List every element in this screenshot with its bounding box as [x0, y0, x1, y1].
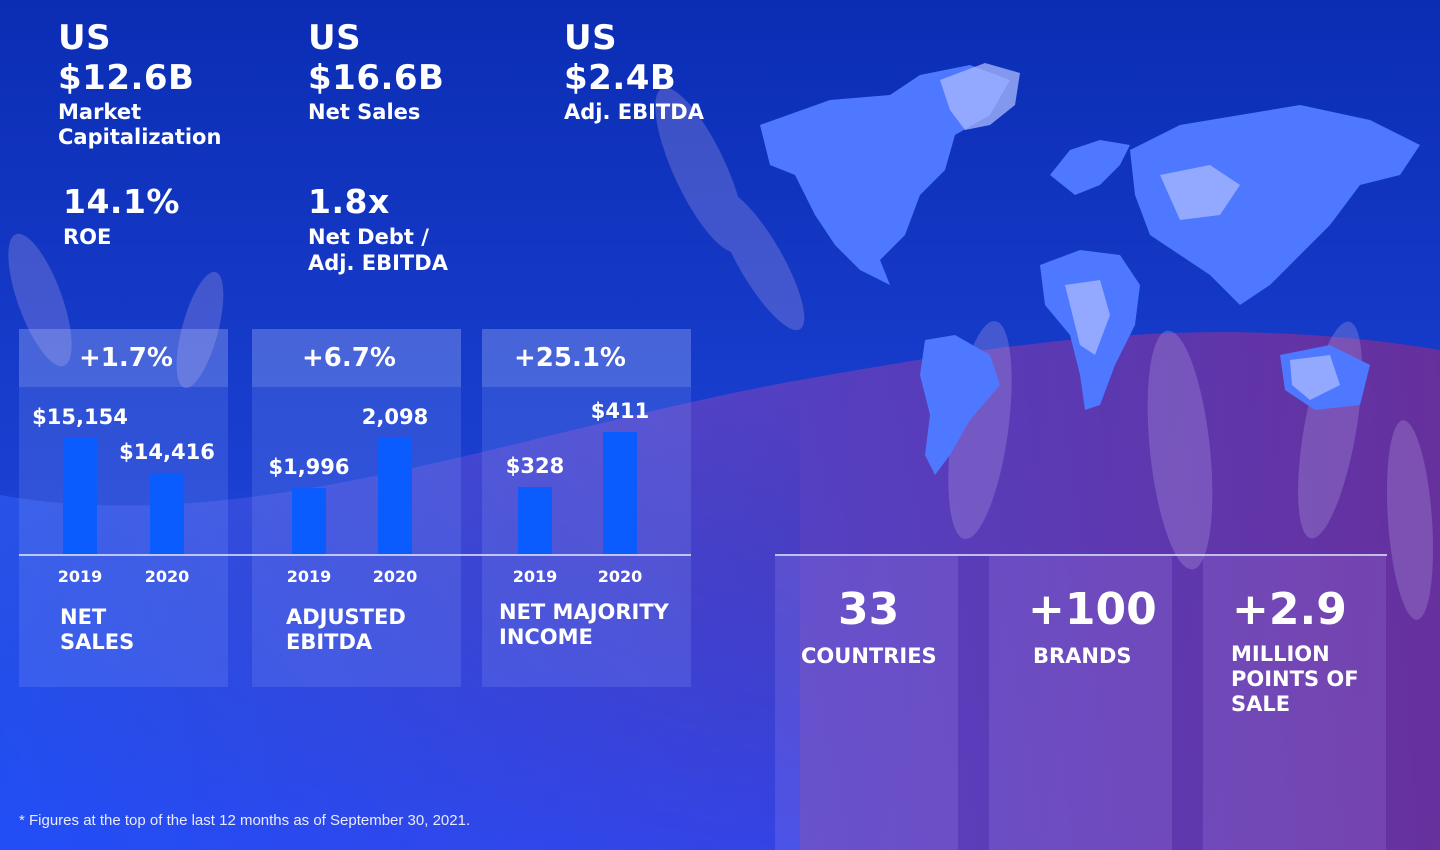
- x-tick-label: 2019: [513, 567, 558, 586]
- stat-value: 33: [838, 584, 900, 635]
- kpi-value: 14.1%: [63, 182, 180, 221]
- bar-2019: [518, 487, 552, 554]
- x-tick-label: 2019: [58, 567, 103, 586]
- x-tick-label: 2019: [287, 567, 332, 586]
- stat-points-of-sale: +2.9 MILLION POINTS OF SALE: [1203, 556, 1386, 850]
- footnote: * Figures at the top of the last 12 mont…: [19, 812, 471, 829]
- data-label: $328: [506, 454, 564, 478]
- kpi-value: $16.6B: [308, 58, 445, 98]
- data-label: $1,996: [268, 455, 349, 479]
- kpi-currency: US: [564, 18, 618, 58]
- kpi-market-cap: US $12.6B Market Capitalization: [58, 18, 248, 150]
- chart-title: NET SALES: [60, 605, 135, 654]
- panel-adjusted-ebitda: +6.7% ADJUSTED EBITDA: [252, 329, 461, 687]
- stat-countries: 33 COUNTRIES: [775, 556, 958, 850]
- change-badge: +1.7%: [19, 329, 228, 387]
- kpi-label: Net Debt / Adj. EBITDA: [308, 225, 448, 275]
- stat-label: COUNTRIES: [801, 644, 937, 668]
- stat-value: +100: [1028, 584, 1157, 635]
- change-badge: +25.1%: [482, 329, 691, 387]
- kpi-currency: US: [308, 18, 362, 58]
- kpi-value: 1.8x: [308, 182, 390, 221]
- kpi-label: ROE: [63, 225, 112, 249]
- chart-title: NET MAJORITY INCOME: [499, 600, 669, 649]
- data-label: $411: [591, 399, 649, 423]
- bar-2020: [603, 432, 637, 554]
- data-label: 2,098: [362, 405, 428, 429]
- kpi-roe: 14.1% ROE: [63, 184, 243, 250]
- x-tick-label: 2020: [598, 567, 643, 586]
- bar-2020: [150, 473, 184, 554]
- kpi-value: $2.4B: [564, 58, 677, 98]
- panel-net-majority-income: +25.1% NET MAJORITY INCOME: [482, 329, 691, 687]
- kpi-label: Market Capitalization: [58, 100, 222, 149]
- chart-title: ADJUSTED EBITDA: [286, 605, 406, 654]
- bar-2020: [378, 438, 412, 554]
- x-tick-label: 2020: [145, 567, 190, 586]
- stat-value: +2.9: [1232, 584, 1347, 635]
- bar-2019: [63, 438, 97, 554]
- stat-label: MILLION POINTS OF SALE: [1231, 642, 1359, 716]
- kpi-adj-ebitda: US $2.4B Adj. EBITDA: [564, 18, 754, 125]
- x-tick-label: 2020: [373, 567, 418, 586]
- stats-divider: [775, 554, 1387, 556]
- bar-2019: [292, 488, 326, 554]
- kpi-value: $12.6B: [58, 58, 195, 98]
- panel-net-sales: +1.7% NET SALES: [19, 329, 228, 687]
- data-label: $15,154: [32, 405, 128, 429]
- kpi-net-sales: US $16.6B Net Sales: [308, 18, 498, 125]
- stat-brands: +100 BRANDS: [989, 556, 1172, 850]
- world-map: [760, 63, 1420, 475]
- change-badge: +6.7%: [252, 329, 461, 387]
- data-label: $14,416: [119, 440, 215, 464]
- chart-baseline: [19, 554, 691, 556]
- kpi-net-debt: 1.8x Net Debt / Adj. EBITDA: [308, 184, 468, 276]
- stat-label: BRANDS: [1033, 644, 1132, 668]
- kpi-currency: US: [58, 18, 112, 58]
- kpi-label: Adj. EBITDA: [564, 100, 704, 124]
- kpi-label: Net Sales: [308, 100, 421, 124]
